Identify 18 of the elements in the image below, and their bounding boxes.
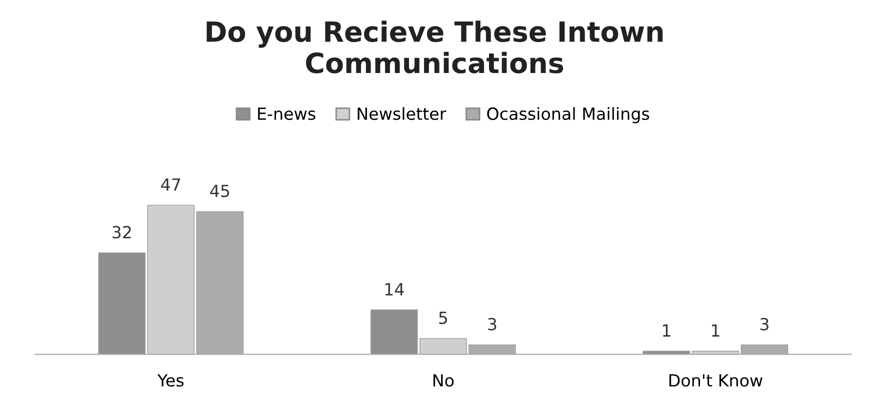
data-label: 14 — [385, 283, 404, 296]
bar — [147, 204, 195, 354]
data-label: 45 — [210, 184, 230, 198]
legend-label: Newsletter — [358, 107, 446, 120]
data-label: 5 — [439, 312, 448, 324]
data-label: 32 — [112, 226, 131, 238]
data-label: 1 — [662, 324, 670, 337]
x-tick-label: Yes — [157, 374, 184, 387]
legend-label: E-news — [258, 108, 316, 120]
bar — [98, 252, 146, 354]
data-label: 3 — [760, 318, 768, 330]
data-label: 3 — [488, 318, 496, 330]
x-tick-label: No — [433, 374, 454, 387]
data-label: 1 — [712, 324, 720, 337]
legend-label: Ocassional Mailings — [487, 107, 650, 124]
chart-title: Do you Recieve These Intown Communications — [206, 20, 663, 74]
x-tick-label: Don't Know — [669, 374, 762, 387]
data-label: 47 — [161, 178, 180, 191]
